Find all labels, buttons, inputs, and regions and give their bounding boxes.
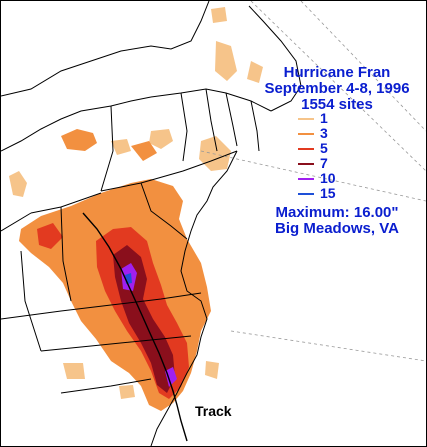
legend-label: 15 [320,185,336,201]
maximum-rainfall: Maximum: 16.00" Big Meadows, VA [252,205,422,237]
legend-item: 3 [298,126,336,141]
legend-item: 5 [298,141,336,156]
map-title: Hurricane Fran September 4-8, 1996 1554 … [252,65,422,113]
maximum-location: Big Meadows, VA [275,220,399,237]
maximum-value: Maximum: 16.00" [275,204,399,221]
legend-label: 5 [320,140,328,156]
legend-swatch [298,162,314,165]
hurricane-track [82,212,188,442]
political-boundaries [1,1,302,446]
title-storm-name: Hurricane Fran [283,64,391,81]
rainfall-1in [9,7,263,399]
legend-swatch [298,117,314,120]
rainfall-legend: 1 3 5 7 10 15 [298,111,336,201]
legend-label: 1 [320,110,328,126]
legend-swatch [298,192,314,195]
legend-swatch [298,177,314,180]
legend-swatch [298,132,314,135]
title-date-range: September 4-8, 1996 [264,80,410,97]
legend-swatch [298,147,314,150]
legend-item: 15 [298,186,336,201]
legend-label: 7 [320,155,328,171]
legend-label: 3 [320,125,328,141]
legend-item: 10 [298,171,336,186]
legend-item: 7 [298,156,336,171]
track-label: Track [195,403,232,419]
graticule [200,1,426,362]
title-site-count: 1554 sites [301,96,373,113]
legend-label: 10 [320,170,336,186]
legend-item: 1 [298,111,336,126]
